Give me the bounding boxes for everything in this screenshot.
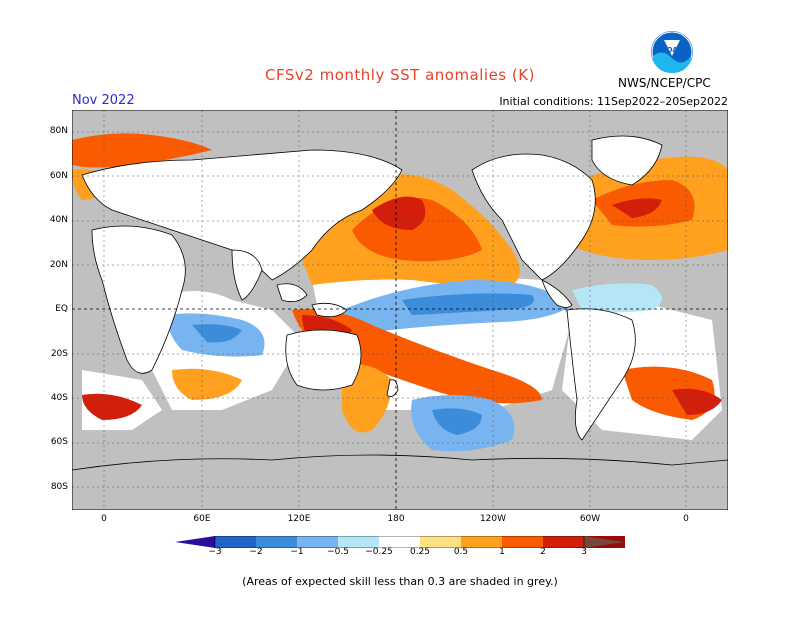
land-antarctica [72,454,728,510]
colorbar-label: 1 [499,547,505,557]
lat-label: 40N [49,215,68,225]
lat-label: 20N [49,260,68,270]
chart-title: CFSv2 monthly SST anomalies (K) [265,66,535,84]
colorbar-label: −3 [208,547,222,557]
land-south-america [566,308,636,441]
land-africa [91,225,186,374]
lat-label: 20S [50,349,68,359]
land-north-america [471,153,596,281]
lat-label: 40S [50,393,68,403]
sst-anomaly-map [72,110,728,510]
lon-label: 60E [193,514,211,524]
colorbar-label: −0.25 [365,547,393,557]
lat-label: 80S [50,482,68,492]
colorbar-label: −0.5 [327,547,349,557]
colorbar-label: 0.5 [453,547,469,557]
lon-label: 0 [101,514,107,524]
month-label: Nov 2022 [72,93,135,108]
noaa-logo-icon: NOAA [651,31,693,73]
land-eurasia [81,149,403,281]
colorbar-label: 2 [540,547,546,557]
lat-label: EQ [55,304,68,314]
colorbar-label: 3 [581,547,587,557]
footnote: (Areas of expected skill less than 0.3 a… [242,575,558,588]
colorbar-label: 0.25 [409,547,431,557]
lat-label: 60N [49,171,68,181]
land-greenland [591,135,663,186]
lon-label: 120E [287,514,311,524]
agency-label: NWS/NCEP/CPC [618,76,711,90]
initial-conditions-label: Initial conditions: 11Sep2022–20Sep2022 [499,95,728,108]
land-india [231,249,263,301]
lon-label: 180 [387,514,405,524]
noaa-logo-text: NOAA [661,46,684,54]
lon-label: 0 [683,514,689,524]
colorbar-label: −1 [290,547,304,557]
lat-label: 60S [50,437,68,447]
lon-label: 120W [479,514,507,524]
lon-label: 60W [579,514,601,524]
land-australia [285,329,362,391]
colorbar-label: −2 [249,547,263,557]
colorbar [175,536,625,548]
lat-label: 80N [49,126,68,136]
